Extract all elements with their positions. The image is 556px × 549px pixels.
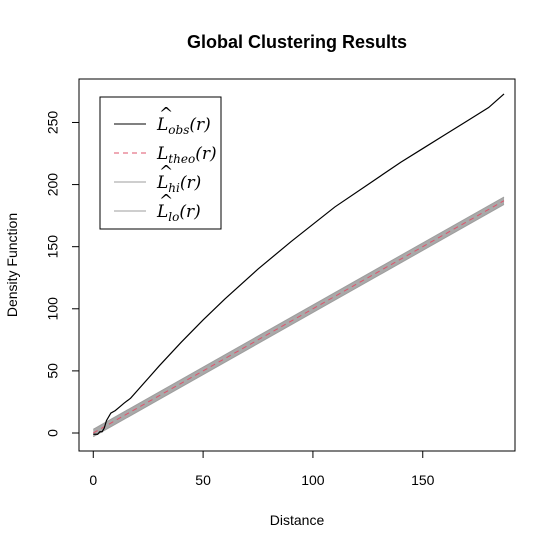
y-tick-label: 100 (45, 297, 61, 321)
legend-box (99, 96, 222, 230)
legend-hat: ^ (159, 162, 173, 182)
y-tick-label: 50 (45, 363, 61, 379)
series-line-lo (93, 204, 505, 438)
x-tick-label: 50 (195, 472, 211, 488)
y-tick-label: 200 (45, 173, 61, 197)
y-axis-label: Density Function (4, 213, 20, 317)
x-tick-label: 0 (89, 472, 97, 488)
y-axis: 0 50 100 150 200 250 (45, 111, 80, 437)
series-line-hi (93, 196, 505, 430)
legend-label: Ltheo(r) (156, 144, 217, 166)
legend-hat: ^ (159, 191, 173, 211)
legend: ^Lobs(r)Ltheo(r)^Lhi(r)^Llo(r) (99, 96, 222, 230)
y-tick-label: 150 (45, 235, 61, 259)
y-tick-label: 0 (45, 429, 61, 437)
series-layer (93, 93, 505, 438)
y-tick-label: 250 (45, 111, 61, 135)
legend-label: Llo(r) (156, 202, 201, 224)
legend-label: Lobs(r) (156, 115, 211, 137)
legend-hat: ^ (159, 104, 173, 124)
series-line-obs (93, 93, 505, 435)
x-tick-label: 100 (301, 472, 325, 488)
x-axis: 0 50 100 150 (89, 450, 435, 488)
legend-label: Lhi(r) (156, 173, 201, 195)
series-line-theo (93, 200, 505, 434)
chart-title: Global Clustering Results (187, 32, 407, 52)
x-axis-label: Distance (270, 512, 325, 528)
x-tick-label: 150 (411, 472, 435, 488)
